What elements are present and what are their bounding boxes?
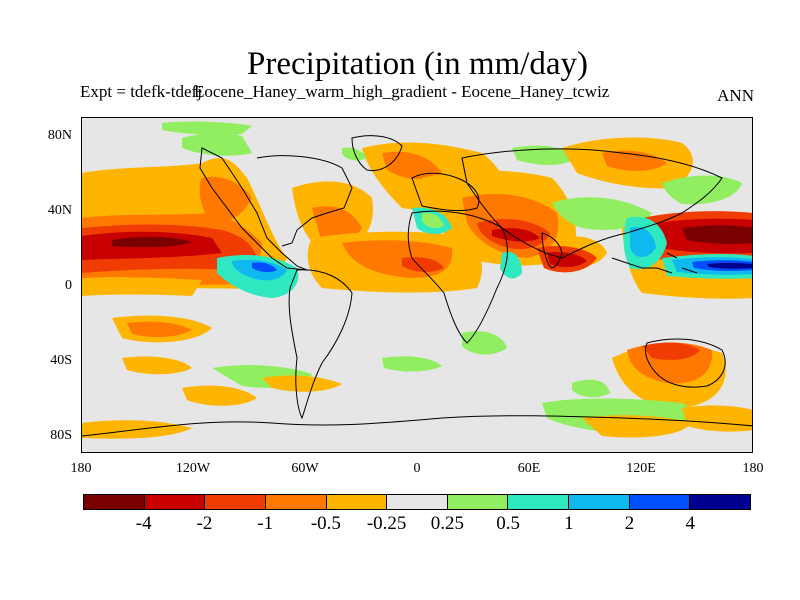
anomaly-patch (572, 379, 610, 398)
anomaly-patch (122, 356, 192, 375)
x-tick-label: 120W (175, 461, 211, 476)
colorbar-box (447, 495, 509, 509)
colorbar-box (144, 495, 206, 509)
colorbar-box (326, 495, 388, 509)
anomaly-patch (382, 356, 442, 372)
experiment-difference: Eocene_Haney_warm_high_gradient - Eocene… (193, 82, 610, 101)
anomaly-patch (662, 175, 742, 205)
x-tick-label: 120E (626, 461, 656, 476)
experiment-id: Expt = tdefk-tdefj (80, 82, 202, 101)
y-tick-label: 0 (65, 278, 72, 293)
coastline-south-america (288, 269, 353, 420)
x-tick-label: 60W (291, 461, 319, 476)
colorbar-box (387, 495, 448, 509)
anomaly-patch (182, 132, 252, 156)
colorbar-label: 4 (685, 513, 696, 534)
colorbar (83, 494, 751, 510)
colorbar-label: 1 (564, 513, 574, 534)
coastline-africa (407, 210, 508, 344)
y-tick-label: 80N (47, 128, 72, 143)
colorbar-box (569, 495, 630, 509)
coastlines (82, 135, 752, 437)
colorbar-label: -1 (257, 513, 274, 534)
map-plot (81, 117, 753, 453)
anomaly-patch (262, 375, 342, 392)
x-tick-label: 0 (413, 461, 421, 476)
colorbar-label: -2 (196, 513, 213, 534)
anomaly-patch (252, 262, 277, 273)
colorbar-label: 0.5 (496, 513, 520, 534)
colorbar-label: -0.25 (366, 513, 407, 534)
anomaly-patch (682, 225, 752, 244)
colorbar-label: -4 (135, 513, 152, 534)
coastline-maritime (611, 252, 698, 274)
coastline-north-america (199, 147, 308, 271)
colorbar-box (508, 495, 570, 509)
anomaly-patch (312, 206, 362, 242)
anomaly-patch (182, 385, 257, 406)
colorbar-label: -0.5 (310, 513, 341, 534)
anomaly-patch (422, 212, 444, 229)
anomaly-patch (642, 342, 700, 360)
anomaly-patch (707, 262, 752, 269)
anomaly-patch (382, 151, 442, 180)
colorbar-box (205, 495, 266, 509)
anomaly-patch (127, 321, 192, 338)
anomaly-patch (199, 176, 252, 222)
experiment-subtitle: Expt = tdefk-tdefjEocene_Haney_warm_high… (80, 82, 609, 102)
anomaly-patch (682, 405, 752, 432)
anomaly-patch (512, 145, 577, 165)
x-tick-label: 180 (70, 461, 92, 476)
coastline-europe (411, 172, 480, 212)
anomaly-patch (602, 150, 667, 171)
anomaly-patch (402, 257, 444, 272)
coastline-north-america-east (256, 155, 353, 247)
coastline-greenland (351, 135, 403, 172)
colorbar-label: 0.25 (430, 513, 464, 534)
anomaly-patch (500, 251, 522, 279)
coastline-asia (461, 148, 723, 259)
anomaly-patch (630, 227, 656, 257)
anomaly-patch (547, 251, 587, 268)
anomaly-patch (112, 236, 192, 248)
y-tick-label: 40N (47, 203, 72, 218)
x-tick-label: 60E (517, 461, 541, 476)
x-tick-label: 180 (742, 461, 764, 476)
colorbar-box (629, 495, 691, 509)
colorbar-box (265, 495, 327, 509)
plot-title: Precipitation (in mm/day) (247, 46, 588, 82)
y-tick-label: 80S (50, 428, 72, 443)
colorbar-box (84, 495, 145, 509)
coastline-india (541, 232, 563, 269)
anomaly-patch (82, 277, 202, 296)
anomaly-patch (462, 331, 507, 355)
anomaly-patch (582, 415, 692, 438)
y-tick-label: 40S (50, 353, 72, 368)
coastline-antarctica (82, 415, 752, 437)
anomaly-patch (162, 121, 252, 135)
precipitation-map (82, 118, 752, 452)
coastline-australia (644, 338, 726, 388)
season-label: ANN (717, 86, 754, 105)
colorbar-box (690, 495, 751, 509)
colorbar-label: 2 (624, 513, 635, 534)
